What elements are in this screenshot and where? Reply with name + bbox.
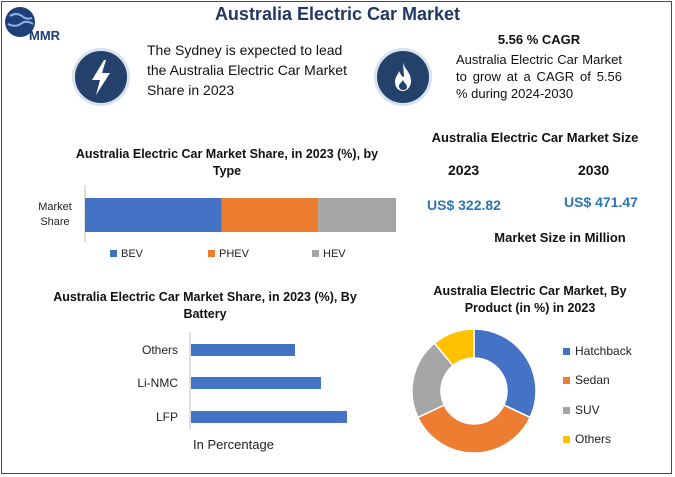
page-title: Australia Electric Car Market [214, 4, 461, 24]
market-size-end-value: US$ 471.47 [564, 194, 638, 210]
type-bar-segment-bev [85, 198, 222, 232]
market-size-title: Australia Electric Car Market Size [431, 130, 639, 145]
battery-bar [191, 411, 347, 423]
product-legend-swatch [563, 407, 570, 414]
legend-swatch-hev [312, 250, 319, 257]
battery-category-label: LFP [156, 410, 178, 424]
battery-bar [191, 377, 321, 389]
battery-category-label: Li-NMC [137, 376, 178, 390]
legend-swatch-phev [208, 250, 215, 257]
product-legend-label: SUV [575, 403, 600, 417]
cagr-description: Australia Electric Car Market to grow at… [456, 52, 622, 101]
legend-swatch-bev [110, 250, 117, 257]
legend-label-hev: HEV [323, 248, 346, 260]
donut-slice-others [433, 328, 475, 367]
mmr-logo: MMR [2, 2, 72, 46]
product-legend-label: Hatchback [575, 344, 633, 358]
product-chart-title: Australia Electric Car Market, By Produc… [433, 284, 627, 315]
cagr-title: 5.56 % CAGR [497, 32, 581, 47]
product-legend-label: Others [575, 432, 611, 446]
type-category-label: Market [38, 201, 72, 213]
donut-slice-sedan [416, 404, 532, 454]
lightning-icon [72, 48, 130, 106]
donut-slice-hatchback [473, 328, 537, 419]
year-start-label: 2023 [448, 162, 480, 178]
product-legend-swatch [563, 377, 570, 384]
legend-label-bev: BEV [121, 248, 144, 260]
region-highlight-text: The Sydney is expected to lead the Austr… [147, 42, 347, 98]
market-size-start-value: US$ 322.82 [427, 197, 501, 213]
legend-label-phev: PHEV [219, 248, 250, 260]
type-category-label: Share [40, 216, 69, 228]
battery-chart-title: Australia Electric Car Market Share, in … [53, 290, 357, 321]
product-legend-swatch [563, 436, 570, 443]
product-legend-swatch [563, 348, 570, 355]
type-chart-title: Australia Electric Car Market Share, in … [75, 147, 379, 178]
type-bar-segment-phev [221, 198, 319, 232]
market-size-unit-note: Market Size in Million [494, 230, 626, 245]
flame-icon [374, 48, 432, 106]
year-end-label: 2030 [578, 162, 610, 178]
type-bar-segment-hev [318, 198, 396, 232]
battery-category-label: Others [142, 343, 178, 357]
battery-bar [191, 344, 295, 356]
product-legend-label: Sedan [575, 373, 610, 387]
logo-text: MMR [29, 28, 61, 43]
battery-x-axis-label: In Percentage [193, 437, 274, 452]
